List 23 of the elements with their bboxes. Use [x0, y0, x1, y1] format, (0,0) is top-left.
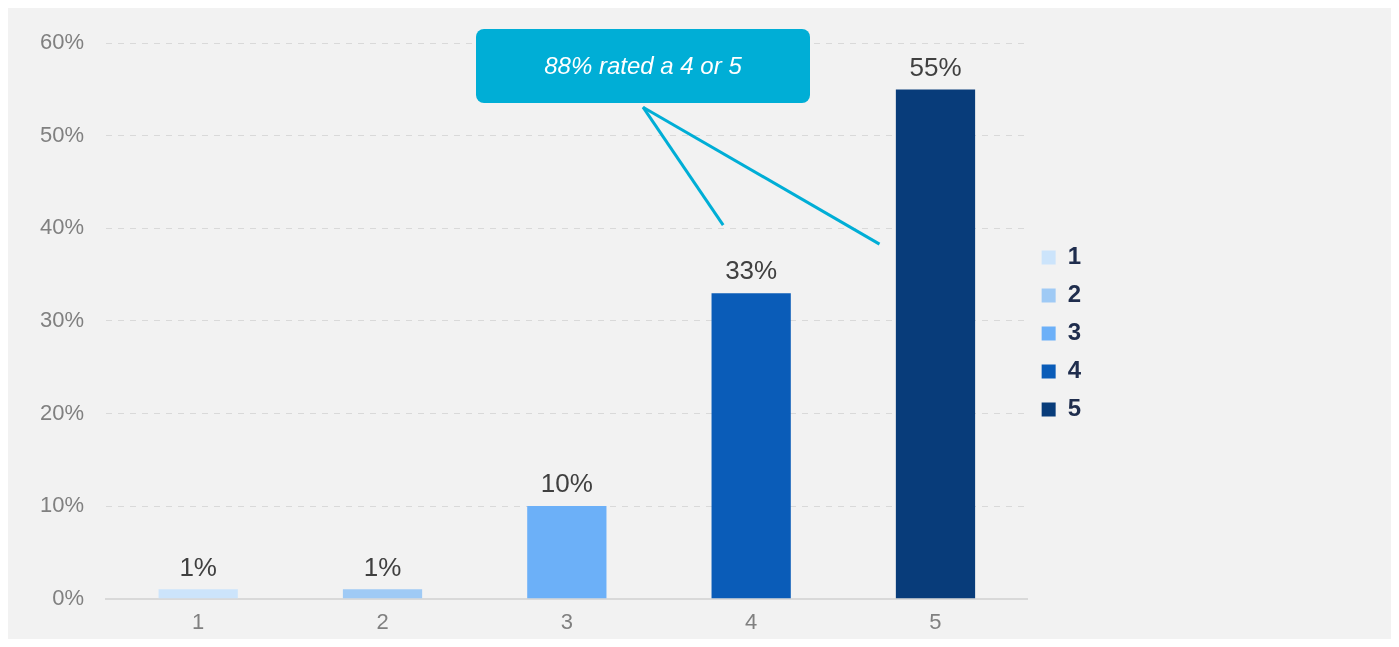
- legend-label: 4: [1067, 356, 1082, 384]
- x-tick-label: 4: [745, 608, 758, 634]
- y-tick-label: 30%: [39, 306, 85, 332]
- x-tick-label: 3: [560, 608, 573, 634]
- y-tick-label: 0%: [52, 584, 85, 610]
- y-tick-label: 10%: [39, 492, 85, 518]
- text: 1%: [363, 551, 402, 582]
- y-tick-label: 20%: [39, 399, 85, 425]
- y-tick-label: 50%: [39, 121, 85, 147]
- callout-box: 88% rated a 4 or 5: [476, 29, 810, 104]
- y-tick-label: 40%: [39, 214, 85, 240]
- legend-label: 1: [1067, 242, 1082, 270]
- text: 10%: [540, 468, 593, 499]
- x-tick-label: 5: [929, 608, 942, 634]
- text: 55%: [909, 51, 962, 82]
- legend-label: 3: [1067, 318, 1082, 346]
- x-tick-label: 2: [376, 608, 389, 634]
- x-tick-label: 1: [192, 608, 205, 634]
- legend-label: 2: [1067, 280, 1082, 308]
- y-tick-label: 60%: [39, 29, 85, 55]
- text: 33%: [725, 255, 778, 286]
- legend-label: 5: [1067, 394, 1082, 422]
- text: 1%: [179, 551, 217, 582]
